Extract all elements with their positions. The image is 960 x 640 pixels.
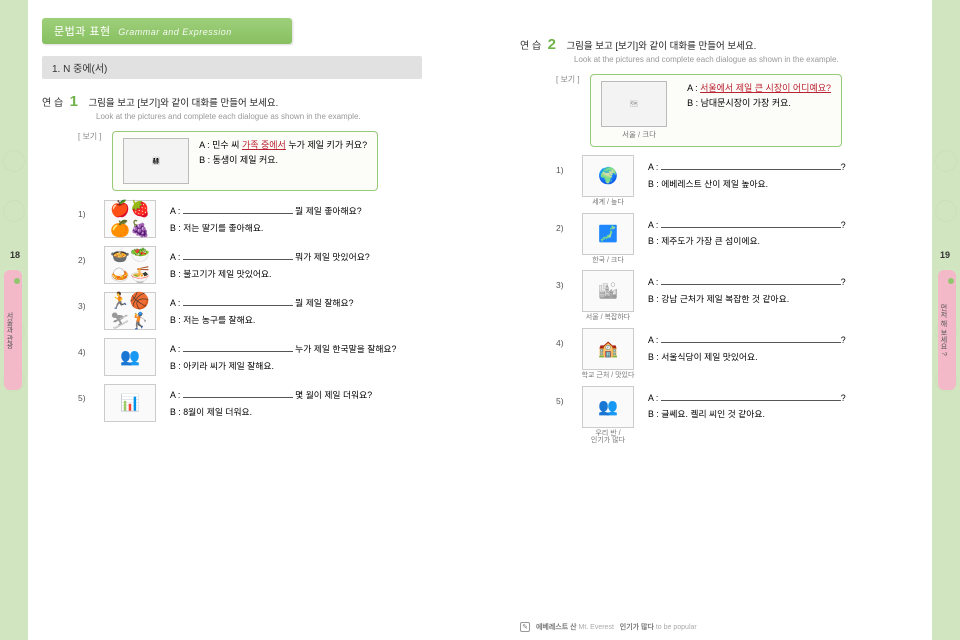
page-left: 문법과 표현 Grammar and Expression 1. N 중에(서)… <box>0 0 480 640</box>
exercise-item: 3) 🏃🏀⛷🏌 A : 뭘 제일 잘해요?B : 저는 농구를 잘해요. <box>78 291 440 331</box>
item-illustration: 👥 <box>102 337 158 377</box>
item-dialogue: A : ?B : 서울식당이 제일 맛있어요. <box>648 328 846 365</box>
example-text: A : 서울에서 제일 큰 시장이 어디예요? B : 남대문시장이 가장 커요… <box>687 81 831 112</box>
answer-blank[interactable] <box>183 251 293 260</box>
example-image: 🗺 <box>601 81 667 127</box>
example-label: [ 보기 ] <box>78 131 102 142</box>
practice-label: 연 습 <box>42 94 63 109</box>
answer-blank[interactable] <box>183 343 293 352</box>
example-box: 👨‍👩‍👧‍👦 A : 민수 씨 가족 중에서 누가 제일 키가 커요? B :… <box>112 131 378 191</box>
item-number: 1) <box>78 199 90 219</box>
item-illustration: 🍲🥗🍛🍜 <box>102 245 158 285</box>
exercise-item: 1) 🍎🍓🍊🍇 A : 뭘 제일 좋아해요?B : 저는 딸기를 좋아해요. <box>78 199 440 239</box>
practice-subtitle: Look at the pictures and complete each d… <box>574 55 918 64</box>
example-text: A : 민수 씨 가족 중에서 누가 제일 키가 커요? B : 동생이 제일 … <box>199 138 367 169</box>
item-illustration: 🏫학교 근처 / 맛있다 <box>580 328 636 380</box>
example-1: [ 보기 ] 👨‍👩‍👧‍👦 A : 민수 씨 가족 중에서 누가 제일 키가 … <box>78 131 440 191</box>
item-dialogue: A : ?B : 글쎄요. 켈리 씨인 것 같아요. <box>648 386 846 423</box>
item-number: 5) <box>78 383 90 403</box>
item-number: 4) <box>556 328 568 348</box>
practice-number: 1 <box>70 93 78 110</box>
item-dialogue: A : 몇 월이 제일 더워요?B : 8월이 제일 더워요. <box>170 383 372 420</box>
item-dialogue: A : 뭘 제일 좋아해요?B : 저는 딸기를 좋아해요. <box>170 199 362 236</box>
footnote: ✎ 에베레스트 산 Mt. Everest 인기가 많다 to be popul… <box>520 622 697 632</box>
answer-blank[interactable] <box>661 334 841 343</box>
item-number: 4) <box>78 337 90 357</box>
item-illustration: 🗾한국 / 크다 <box>580 213 636 265</box>
practice-title: 그림을 보고 [보기]와 같이 대화를 만들어 보세요. <box>566 41 756 52</box>
answer-blank[interactable] <box>183 389 293 398</box>
exercise-item: 4) 🏫학교 근처 / 맛있다 A : ?B : 서울식당이 제일 맛있어요. <box>556 328 918 380</box>
banner-title: 문법과 표현 <box>54 26 111 38</box>
page-spread: 문법과 표현 Grammar and Expression 1. N 중에(서)… <box>0 0 960 640</box>
item-illustration: 🍎🍓🍊🍇 <box>102 199 158 239</box>
answer-blank[interactable] <box>661 276 841 285</box>
example-label: [ 보기 ] <box>556 74 580 85</box>
exercise-item: 5) 📊 A : 몇 월이 제일 더워요?B : 8월이 제일 더워요. <box>78 383 440 423</box>
answer-blank[interactable] <box>661 392 841 401</box>
grammar-rule: 1. N 중에(서) <box>42 56 422 79</box>
exercise-item: 2) 🗾한국 / 크다 A : ?B : 제주도가 가장 큰 섬이에요. <box>556 213 918 265</box>
item-illustration: 👥우리 반 /인기가 많다 <box>580 386 636 445</box>
exercise-item: 5) 👥우리 반 /인기가 많다 A : ?B : 글쎄요. 켈리 씨인 것 같아요… <box>556 386 918 445</box>
example-box: 🗺 서울 / 크다 A : 서울에서 제일 큰 시장이 어디예요? B : 남대… <box>590 74 842 147</box>
practice-1-items: 1) 🍎🍓🍊🍇 A : 뭘 제일 좋아해요?B : 저는 딸기를 좋아해요. 2) 🍲🥗… <box>78 199 440 423</box>
item-number: 3) <box>78 291 90 311</box>
item-illustration: 🌍세계 / 높다 <box>580 155 636 207</box>
exercise-item: 3) 🏙서울 / 복잡하다 A : ?B : 강남 근처가 제일 복잡한 것 같아요… <box>556 270 918 322</box>
item-dialogue: A : 누가 제일 한국말을 잘해요?B : 아키라 씨가 제일 잘해요. <box>170 337 396 374</box>
practice-number: 2 <box>548 36 556 53</box>
item-number: 1) <box>556 155 568 175</box>
practice-title: 그림을 보고 [보기]와 같이 대화를 만들어 보세요. <box>88 98 278 109</box>
item-dialogue: A : 뭘 제일 잘해요?B : 저는 농구를 잘해요. <box>170 291 354 328</box>
practice-label: 연 습 <box>520 37 541 52</box>
item-illustration: 🏃🏀⛷🏌 <box>102 291 158 331</box>
banner-subtitle: Grammar and Expression <box>118 27 232 37</box>
answer-blank[interactable] <box>661 219 841 228</box>
answer-blank[interactable] <box>183 297 293 306</box>
section-banner: 문법과 표현 Grammar and Expression <box>42 18 292 44</box>
practice-2-items: 1) 🌍세계 / 높다 A : ?B : 에베레스트 산이 제일 높아요. 2) 🗾한국… <box>556 155 918 445</box>
page-right: 연 습 2 그림을 보고 [보기]와 같이 대화를 만들어 보세요. Look … <box>480 0 960 640</box>
item-number: 2) <box>556 213 568 233</box>
practice-2-header: 연 습 2 그림을 보고 [보기]와 같이 대화를 만들어 보세요. Look … <box>520 36 918 64</box>
practice-subtitle: Look at the pictures and complete each d… <box>96 112 440 121</box>
example-image: 👨‍👩‍👧‍👦 <box>123 138 189 184</box>
answer-blank[interactable] <box>661 161 841 170</box>
example-caption: 서울 / 크다 <box>622 129 656 140</box>
item-number: 5) <box>556 386 568 406</box>
item-number: 2) <box>78 245 90 265</box>
example-2: [ 보기 ] 🗺 서울 / 크다 A : 서울에서 제일 큰 시장이 어디예요?… <box>556 74 918 147</box>
note-icon: ✎ <box>520 622 530 632</box>
item-number: 3) <box>556 270 568 290</box>
item-illustration: 🏙서울 / 복잡하다 <box>580 270 636 322</box>
exercise-item: 1) 🌍세계 / 높다 A : ?B : 에베레스트 산이 제일 높아요. <box>556 155 918 207</box>
answer-blank[interactable] <box>183 205 293 214</box>
item-dialogue: A : ?B : 에베레스트 산이 제일 높아요. <box>648 155 846 192</box>
item-dialogue: A : ?B : 제주도가 가장 큰 섬이에요. <box>648 213 846 250</box>
item-illustration: 📊 <box>102 383 158 423</box>
practice-1-header: 연 습 1 그림을 보고 [보기]와 같이 대화를 만들어 보세요. Look … <box>42 93 440 121</box>
exercise-item: 4) 👥 A : 누가 제일 한국말을 잘해요?B : 아키라 씨가 제일 잘해요. <box>78 337 440 377</box>
item-dialogue: A : 뭐가 제일 맛있어요?B : 불고기가 제일 맛있어요. <box>170 245 370 282</box>
item-dialogue: A : ?B : 강남 근처가 제일 복잡한 것 같아요. <box>648 270 846 307</box>
exercise-item: 2) 🍲🥗🍛🍜 A : 뭐가 제일 맛있어요?B : 불고기가 제일 맛있어요. <box>78 245 440 285</box>
